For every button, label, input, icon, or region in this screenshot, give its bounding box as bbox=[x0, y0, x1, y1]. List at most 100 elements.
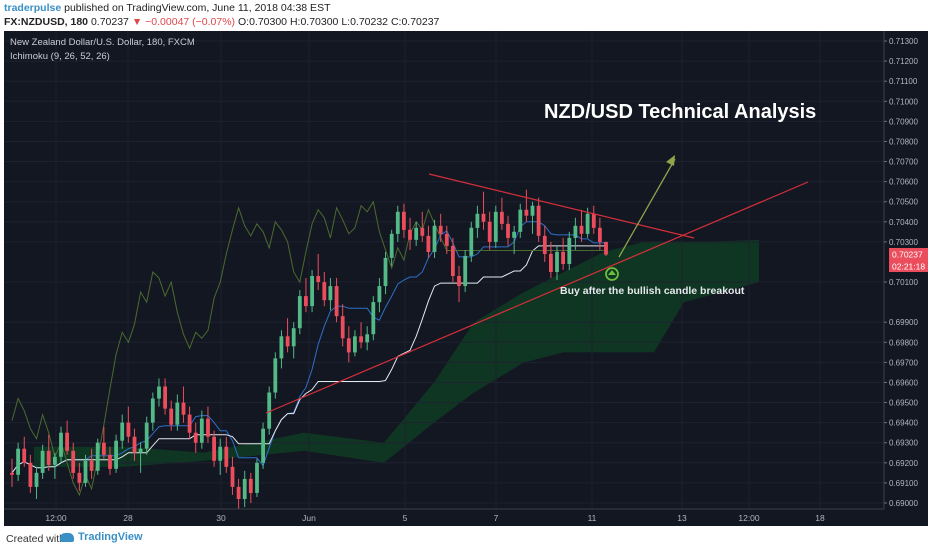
candle-body bbox=[102, 442, 106, 455]
x-tick-label: 13 bbox=[677, 513, 687, 523]
candle bbox=[573, 217, 578, 250]
candle-body bbox=[316, 276, 321, 282]
candle bbox=[248, 472, 253, 503]
candle-body bbox=[163, 386, 167, 409]
candle-body bbox=[371, 302, 376, 335]
candle bbox=[132, 428, 137, 461]
candle bbox=[389, 229, 394, 266]
y-tick-label: 0.70300 bbox=[889, 238, 918, 247]
candle-body bbox=[218, 446, 223, 461]
chikou-span-line bbox=[11, 200, 606, 497]
tradingview-logo[interactable]: TradingView bbox=[60, 531, 143, 543]
candle-body bbox=[555, 251, 559, 272]
candle bbox=[297, 290, 302, 335]
candle-body bbox=[34, 472, 39, 487]
candle-body bbox=[579, 225, 584, 234]
candle-body bbox=[175, 402, 180, 425]
candle bbox=[365, 326, 370, 351]
target-arrow-line[interactable] bbox=[618, 158, 676, 258]
indicator-label[interactable]: Ichimoku (9, 26, 52, 26) bbox=[10, 51, 110, 62]
candle-body bbox=[518, 209, 523, 232]
y-tick-label: 0.71200 bbox=[889, 57, 918, 66]
candle bbox=[383, 251, 388, 295]
candle-body bbox=[475, 213, 480, 228]
candle-body bbox=[169, 408, 174, 425]
candle-body bbox=[604, 241, 608, 255]
candle-body bbox=[248, 478, 253, 493]
candle bbox=[549, 241, 553, 279]
candle bbox=[279, 330, 284, 369]
ohlc-values: O:0.70300 H:0.70300 L:0.70232 C:0.70237 bbox=[237, 16, 440, 28]
candle bbox=[591, 205, 596, 234]
last-price-axis-label: 0.70237 bbox=[892, 250, 923, 260]
resistance-trendline[interactable] bbox=[428, 173, 695, 239]
candle-body bbox=[383, 257, 388, 286]
x-tick-label: 18 bbox=[815, 513, 825, 523]
candle-body bbox=[487, 221, 492, 242]
candle-body bbox=[506, 223, 510, 238]
tradingview-brand: TradingView bbox=[78, 531, 143, 543]
candle-body bbox=[267, 392, 272, 429]
candle-body bbox=[451, 245, 455, 276]
candle-body bbox=[242, 478, 247, 499]
price-axis[interactable]: 0.71300 0.71200 0.71100 0.71000 0.70900 0.708… bbox=[883, 31, 928, 526]
x-tick-label: 28 bbox=[123, 513, 133, 523]
candle bbox=[59, 426, 63, 463]
candle bbox=[310, 270, 314, 313]
candle bbox=[34, 466, 39, 499]
author-link[interactable]: traderpulse bbox=[4, 2, 62, 14]
candle-body bbox=[132, 436, 137, 453]
candle bbox=[561, 237, 565, 270]
candle bbox=[432, 219, 437, 258]
candle bbox=[181, 386, 186, 423]
candle bbox=[334, 278, 339, 323]
chart-annotation-title: NZD/USD Technical Analysis bbox=[544, 101, 816, 123]
candle-body bbox=[255, 462, 259, 493]
y-tick-label: 0.69900 bbox=[889, 318, 918, 327]
buy-arrow-up-glyph bbox=[608, 270, 616, 275]
y-tick-label: 0.70800 bbox=[889, 137, 918, 146]
candle-body bbox=[432, 225, 437, 252]
y-tick-label: 0.70900 bbox=[889, 117, 918, 126]
candle-body bbox=[408, 229, 412, 240]
candle bbox=[506, 215, 510, 246]
y-tick-label: 0.69000 bbox=[889, 499, 918, 508]
created-with-text: Created with bbox=[6, 533, 65, 545]
candle bbox=[175, 394, 180, 431]
time-axis-background bbox=[4, 509, 928, 526]
footer: Created with TradingView bbox=[0, 528, 932, 550]
y-tick-label: 0.70400 bbox=[889, 218, 918, 227]
publish-text: published on TradingView.com, June 11, 2… bbox=[61, 2, 331, 14]
instrument-label: New Zealand Dollar/U.S. Dollar, 180, FXC… bbox=[10, 37, 195, 48]
candle-body bbox=[591, 213, 596, 228]
candle-body bbox=[444, 233, 449, 246]
time-axis[interactable]: 12:00 28 30 Jun 5 7 11 13 12:00 18 bbox=[4, 508, 928, 526]
y-tick-label: 0.69100 bbox=[889, 479, 918, 488]
chart-area[interactable]: 0.71300 0.71200 0.71100 0.71000 0.70900 0.708… bbox=[4, 31, 928, 526]
candle bbox=[408, 217, 412, 250]
candle-body bbox=[83, 460, 88, 483]
candle-body bbox=[126, 422, 131, 437]
candles bbox=[10, 189, 608, 509]
y-tick-label: 0.71100 bbox=[889, 77, 918, 86]
candle bbox=[126, 406, 131, 443]
candle-body bbox=[108, 454, 112, 469]
candle bbox=[353, 330, 357, 357]
candle-body bbox=[377, 286, 382, 303]
support-trendline[interactable] bbox=[265, 181, 809, 414]
candle-body bbox=[365, 334, 370, 343]
candle bbox=[530, 201, 535, 234]
candle bbox=[193, 422, 198, 453]
candle-body bbox=[46, 450, 51, 465]
candle-body bbox=[224, 446, 229, 467]
candle bbox=[150, 392, 155, 431]
candle-body bbox=[53, 456, 57, 465]
price-chart[interactable]: 0.71300 0.71200 0.71100 0.71000 0.70900 0.708… bbox=[4, 31, 928, 526]
x-tick-label: 5 bbox=[403, 513, 408, 523]
candle-body bbox=[395, 211, 400, 234]
candle bbox=[108, 446, 112, 475]
candle-body bbox=[493, 211, 498, 242]
candle bbox=[267, 386, 272, 435]
candle-body bbox=[420, 227, 425, 236]
x-tick-label: 12:00 bbox=[738, 513, 760, 523]
